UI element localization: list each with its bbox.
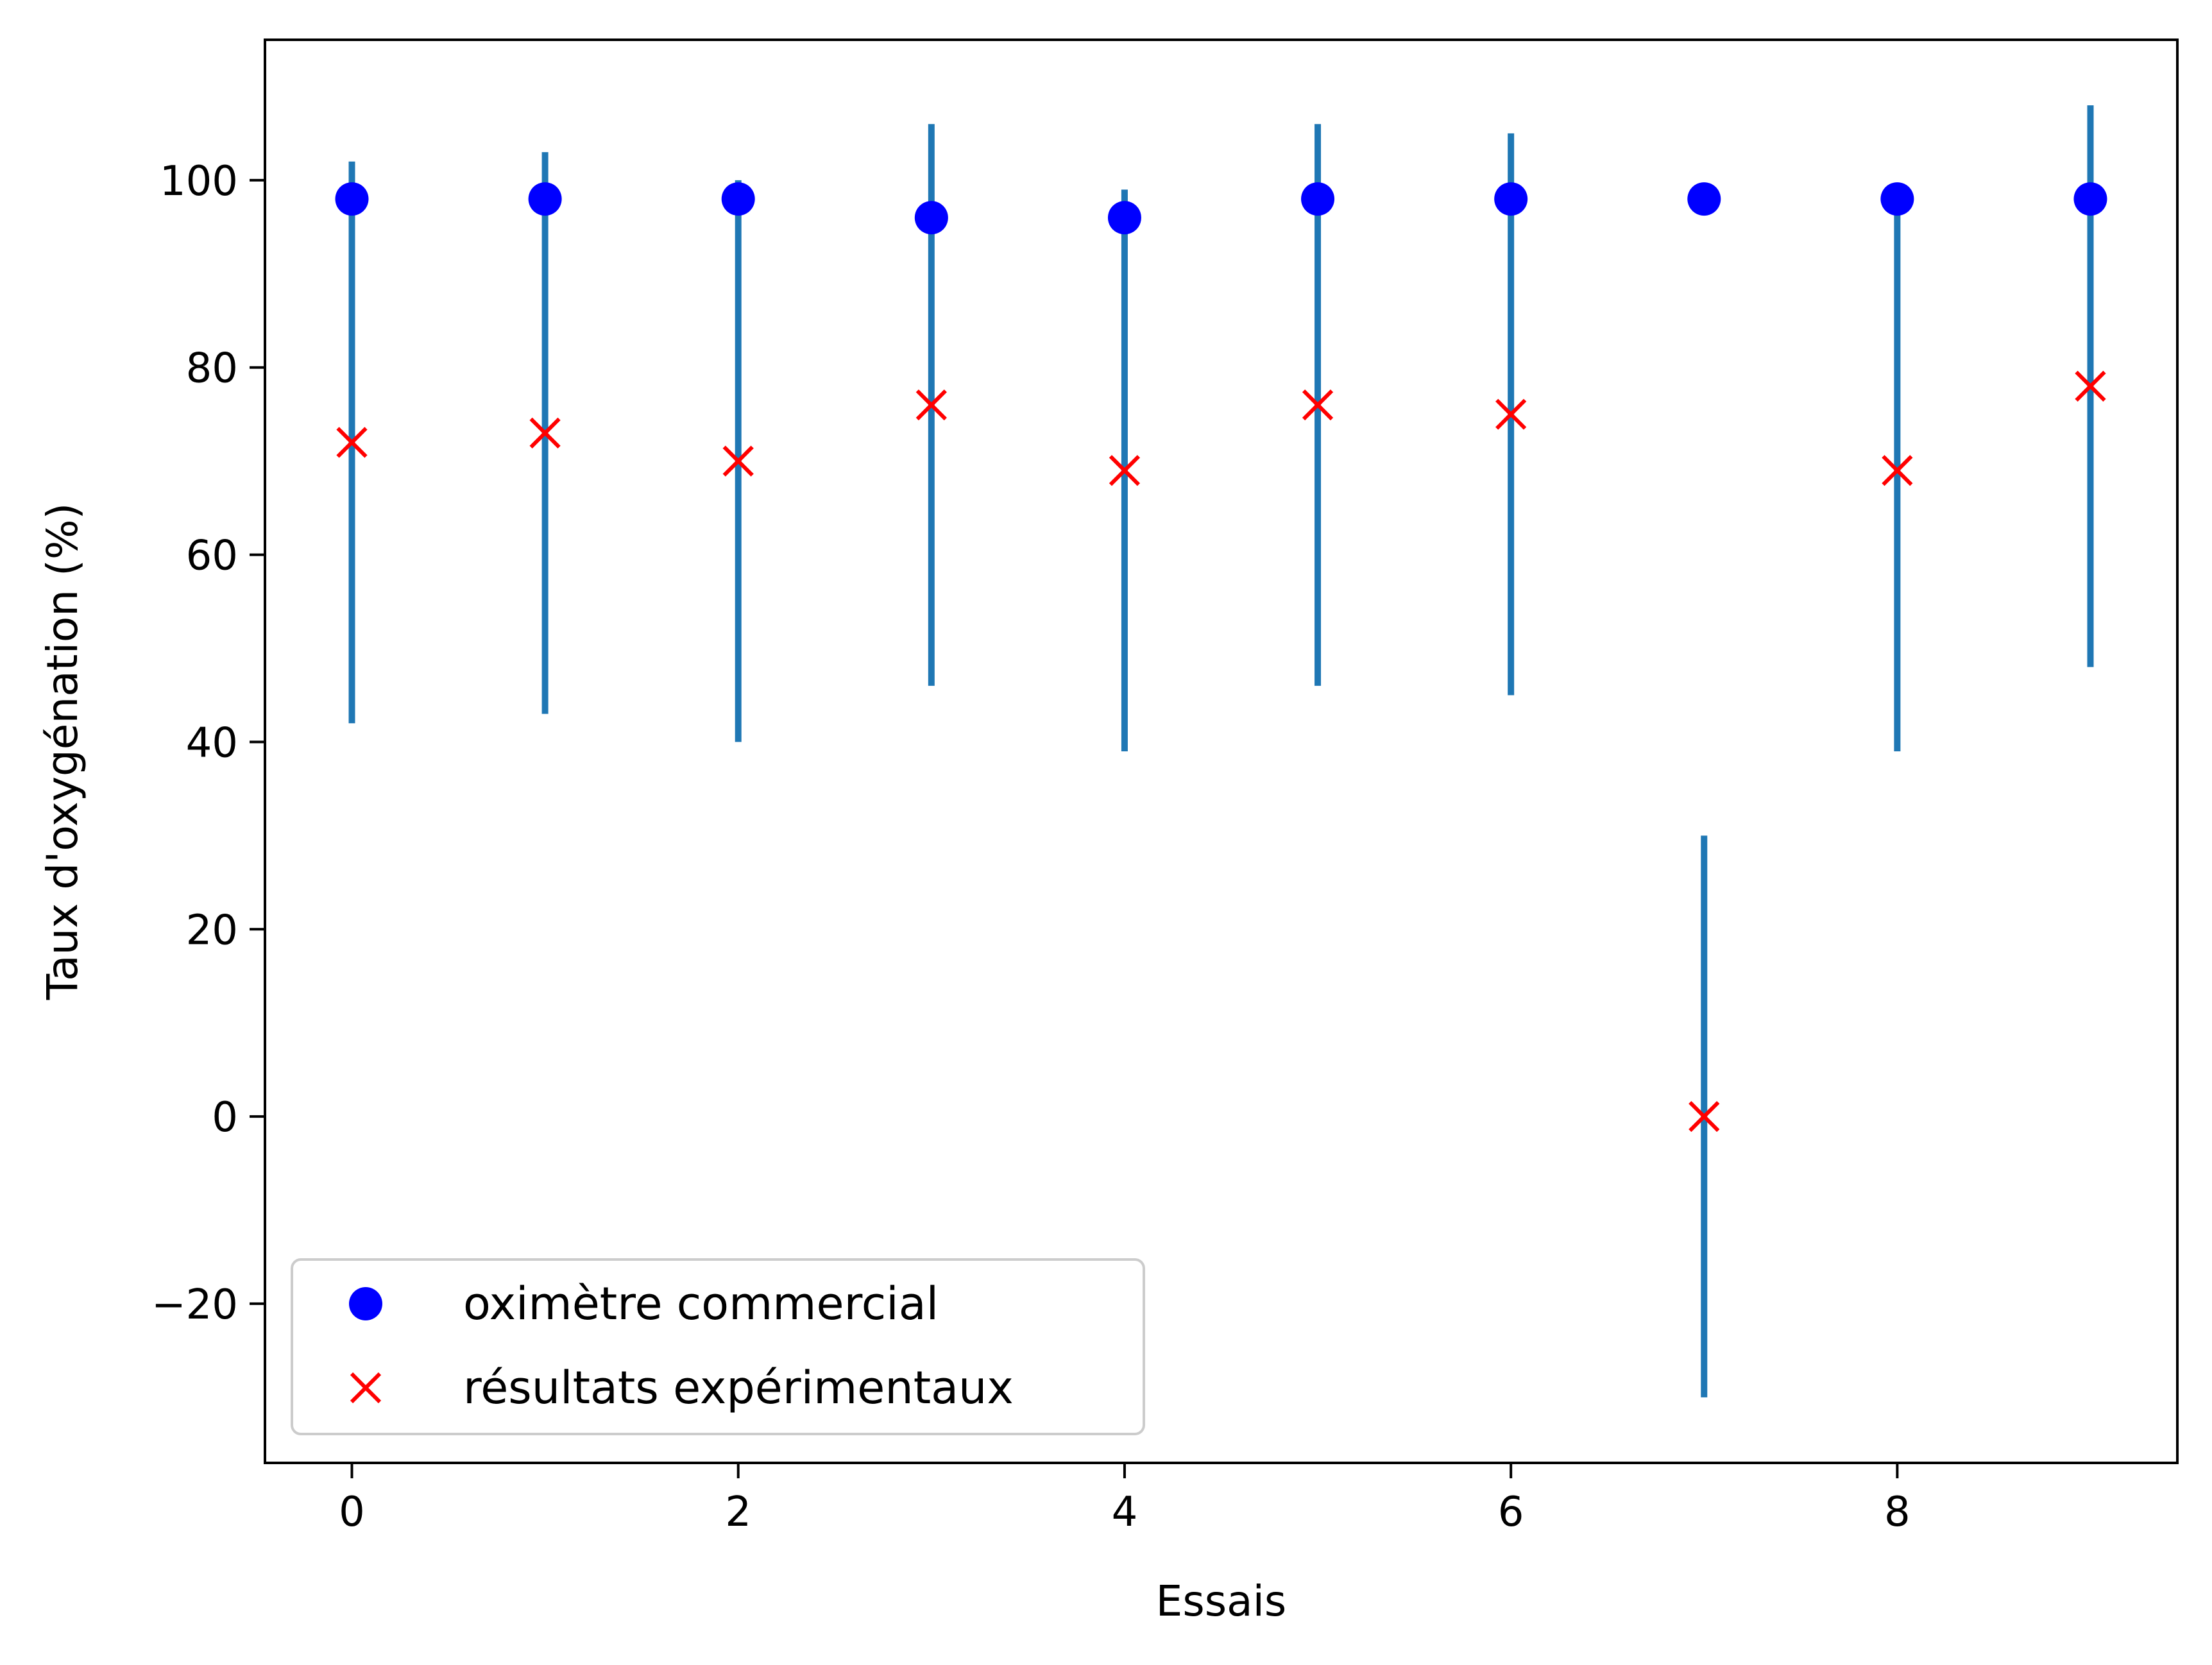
commercial-point-0	[335, 182, 369, 216]
x-tick-label-2: 4	[1112, 1489, 1138, 1536]
y-tick-label-4: 60	[186, 533, 238, 580]
experimental-point-0	[336, 427, 368, 458]
experimental-point-2	[722, 445, 754, 477]
experimental-point-5-stroke-b	[1302, 389, 1334, 421]
experimental-point-1	[529, 417, 561, 448]
experimental-point-9-stroke-b	[2075, 370, 2106, 402]
commercial-point-8	[1880, 182, 1914, 216]
commercial-markers	[335, 182, 2107, 235]
legend-commercial-marker	[349, 1287, 382, 1320]
experimental-markers	[336, 370, 2106, 1132]
experimental-point-6	[1495, 398, 1527, 430]
axes: 0 2 4 6 8 −20 0 20 40 60 80 100 Essais Taux d'oxygéna…	[38, 38, 2179, 1626]
legend-box	[291, 1258, 1145, 1435]
experimental-point-3	[915, 389, 947, 421]
experimental-point-0-stroke-b	[336, 427, 368, 458]
y-tick-label-3: 40	[186, 719, 238, 767]
y-axis-label: Taux d'oxygénation (%)	[38, 503, 87, 1001]
y-tick-label-1: 0	[212, 1094, 238, 1141]
experimental-point-7-stroke-b	[1689, 1100, 1720, 1132]
commercial-point-5	[1301, 182, 1335, 216]
experimental-point-5	[1302, 389, 1334, 421]
experimental-point-4	[1109, 455, 1141, 486]
legend-commercial-label: oximètre commercial	[463, 1277, 939, 1330]
y-tick-label-6: 100	[160, 158, 238, 205]
commercial-point-1	[528, 182, 562, 216]
commercial-point-9	[2073, 182, 2107, 216]
commercial-point-2	[721, 182, 755, 216]
y-tick-label-5: 80	[186, 345, 238, 393]
experimental-point-2-stroke-b	[722, 445, 754, 477]
experimental-point-4-stroke-b	[1109, 455, 1141, 486]
x-axis-label: Essais	[1156, 1576, 1287, 1626]
plot-frame	[264, 38, 2179, 1464]
legend-experimental-marker-stroke-b	[350, 1372, 382, 1404]
experimental-point-8	[1882, 455, 1913, 486]
y-tick-label-0: −20	[151, 1281, 238, 1329]
x-tick-label-4: 8	[1884, 1489, 1910, 1536]
experimental-point-3-stroke-b	[915, 389, 947, 421]
experimental-point-1-stroke-b	[529, 417, 561, 448]
legend-experimental-marker	[350, 1372, 382, 1404]
x-tick-label-3: 6	[1498, 1489, 1524, 1536]
commercial-point-7	[1687, 182, 1721, 216]
x-tick-label-1: 2	[725, 1489, 751, 1536]
commercial-point-4	[1107, 201, 1141, 235]
legend: oximètre commercial résultats expérimenta…	[291, 1258, 1145, 1435]
legend-experimental-label: résultats expérimentaux	[463, 1362, 1014, 1414]
commercial-point-6	[1494, 182, 1528, 216]
y-tick-label-2: 20	[186, 907, 238, 954]
x-tick-label-0: 0	[339, 1489, 365, 1536]
experimental-point-6-stroke-b	[1495, 398, 1527, 430]
experimental-point-7	[1689, 1100, 1720, 1132]
commercial-point-3	[914, 201, 948, 235]
experimental-point-8-stroke-b	[1882, 455, 1913, 486]
experimental-point-9	[2075, 370, 2106, 402]
